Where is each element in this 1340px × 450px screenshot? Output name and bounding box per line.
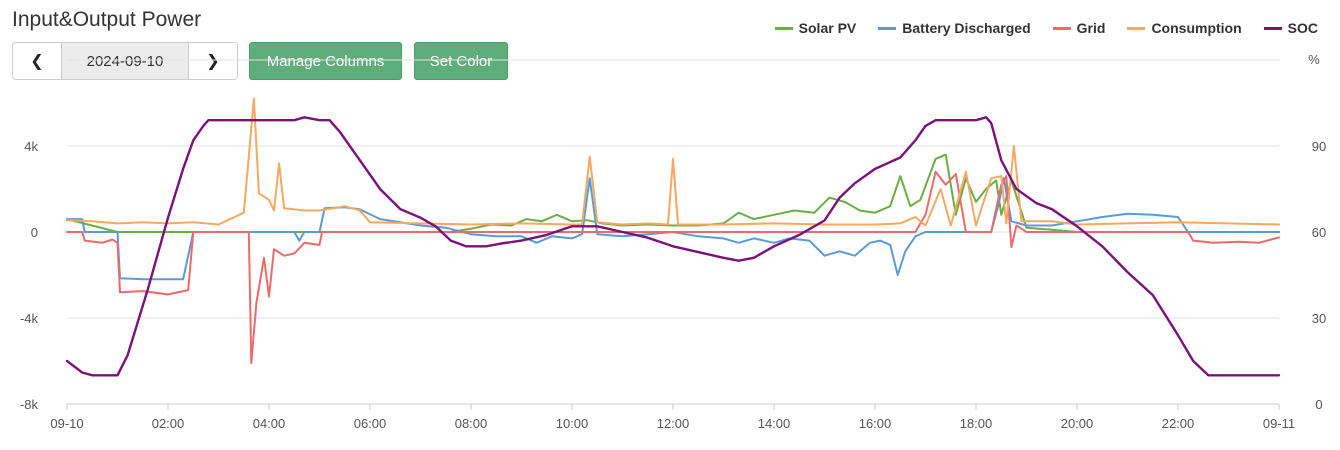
- x-tick-label: 04:00: [253, 416, 286, 431]
- y-right-tick-label: 60: [1312, 225, 1326, 240]
- legend-label: Battery Discharged: [902, 20, 1031, 36]
- series-line-solar-pv: [66, 153, 1280, 233]
- x-tick-label: 16:00: [859, 416, 892, 431]
- x-tick-label: 22:00: [1162, 416, 1195, 431]
- y-left-tick-label: 0: [31, 225, 38, 240]
- series-line-battery-discharged: [66, 177, 1280, 281]
- legend-label: Grid: [1076, 20, 1106, 36]
- x-tick-label: 10:00: [556, 416, 589, 431]
- series-line-grid: [66, 170, 1280, 365]
- x-tick-label: 08:00: [455, 416, 488, 431]
- legend-label: Solar PV: [798, 20, 857, 36]
- x-tick-label: 20:00: [1061, 416, 1094, 431]
- series-line-consumption: [66, 97, 1280, 227]
- legend-item-soc[interactable]: SOC: [1263, 20, 1318, 36]
- x-tick-label: 09-11: [1263, 416, 1295, 431]
- y-right-tick-label: 90: [1312, 139, 1326, 154]
- x-tick-label: 14:00: [758, 416, 791, 431]
- next-day-button[interactable]: ❯: [189, 43, 237, 79]
- legend-swatch: [1263, 26, 1282, 30]
- chart-title: Input&Output Power: [12, 8, 202, 31]
- legend-swatch: [1127, 26, 1146, 30]
- legend-item-consumption[interactable]: Consumption: [1127, 20, 1242, 36]
- x-tick-label: 18:00: [960, 416, 993, 431]
- y-left-tick-label: 4k: [24, 139, 38, 154]
- x-tick-label: 09-10: [50, 416, 83, 431]
- legend-swatch: [774, 26, 793, 30]
- legend-item-solar-pv[interactable]: Solar PV: [774, 20, 857, 36]
- date-field[interactable]: 2024-09-10: [61, 43, 189, 79]
- legend: Solar PV Battery Discharged Grid Consump…: [774, 20, 1318, 36]
- prev-day-button[interactable]: ❮: [13, 43, 61, 79]
- manage-columns-button[interactable]: Manage Columns: [249, 42, 402, 80]
- legend-item-battery[interactable]: Battery Discharged: [878, 20, 1031, 36]
- date-navigator: ❮ 2024-09-10 ❯: [12, 42, 238, 80]
- legend-item-grid[interactable]: Grid: [1052, 20, 1106, 36]
- y-right-tick-label: 0: [1315, 397, 1322, 412]
- x-tick-label: 02:00: [152, 416, 185, 431]
- x-tick-label: 12:00: [657, 416, 690, 431]
- legend-swatch: [1052, 26, 1071, 30]
- right-axis-unit: %: [1308, 52, 1320, 67]
- chevron-left-icon: ❮: [30, 53, 44, 70]
- y-left-tick-label: -8k: [20, 397, 39, 412]
- y-right-tick-label: 30: [1312, 311, 1326, 326]
- set-color-button[interactable]: Set Color: [414, 42, 508, 80]
- legend-label: Consumption: [1151, 20, 1242, 36]
- legend-swatch: [878, 26, 897, 30]
- x-tick-label: 06:00: [354, 416, 387, 431]
- y-left-tick-label: -4k: [20, 311, 39, 326]
- chevron-right-icon: ❯: [206, 53, 220, 70]
- series-line-soc: [65, 116, 1281, 377]
- legend-label: SOC: [1287, 20, 1318, 36]
